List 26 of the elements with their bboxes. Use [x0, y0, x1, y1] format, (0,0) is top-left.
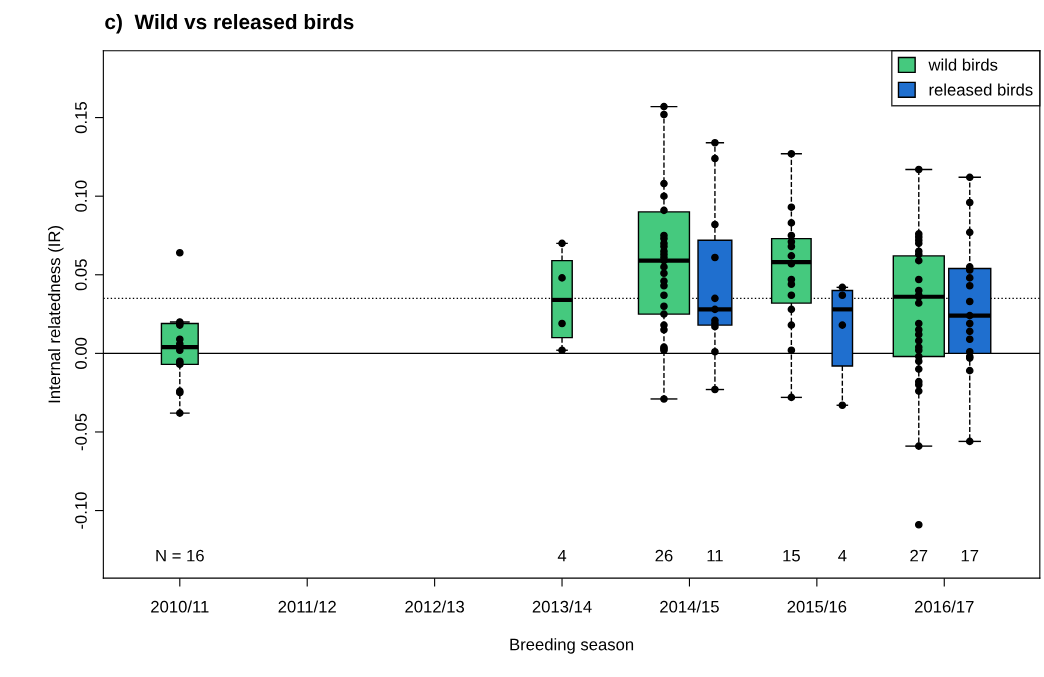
x-tick-label: 2011/12	[278, 600, 336, 613]
x-tick-label: 2016/17	[914, 600, 974, 613]
annotation: 11	[707, 549, 723, 562]
y-tick-label: 0.10	[75, 180, 87, 212]
annotation: 17	[961, 549, 979, 562]
annotation: 27	[910, 549, 928, 562]
x-axis-title: Breeding season	[510, 638, 634, 654]
legend-label: wild birds	[928, 58, 998, 71]
y-tick-label: 0.00	[75, 337, 87, 369]
y-tick-label: 0.15	[75, 102, 87, 134]
y-tick-label: 0.05	[75, 259, 87, 291]
y-tick-label: -0.10	[75, 492, 87, 529]
x-tick-label: 2014/15	[660, 600, 719, 613]
annotation: N = 16	[156, 549, 204, 562]
x-tick-label: 2012/13	[405, 600, 465, 613]
x-tick-label: 2013/14	[532, 600, 592, 613]
annotation: 4	[557, 549, 567, 562]
annotation: 4	[838, 549, 847, 562]
legend-label: released birds	[929, 83, 1033, 96]
y-axis-title: Internal relatedness (IR)	[47, 226, 64, 403]
x-tick-label: 2015/16	[787, 600, 847, 613]
chart-title: c) Wild vs released birds	[105, 13, 354, 34]
x-tick-label: 2010/11	[151, 600, 209, 613]
annotation: 15	[783, 549, 800, 562]
y-tick-label: -0.05	[75, 413, 87, 451]
annotation: 26	[655, 549, 673, 562]
